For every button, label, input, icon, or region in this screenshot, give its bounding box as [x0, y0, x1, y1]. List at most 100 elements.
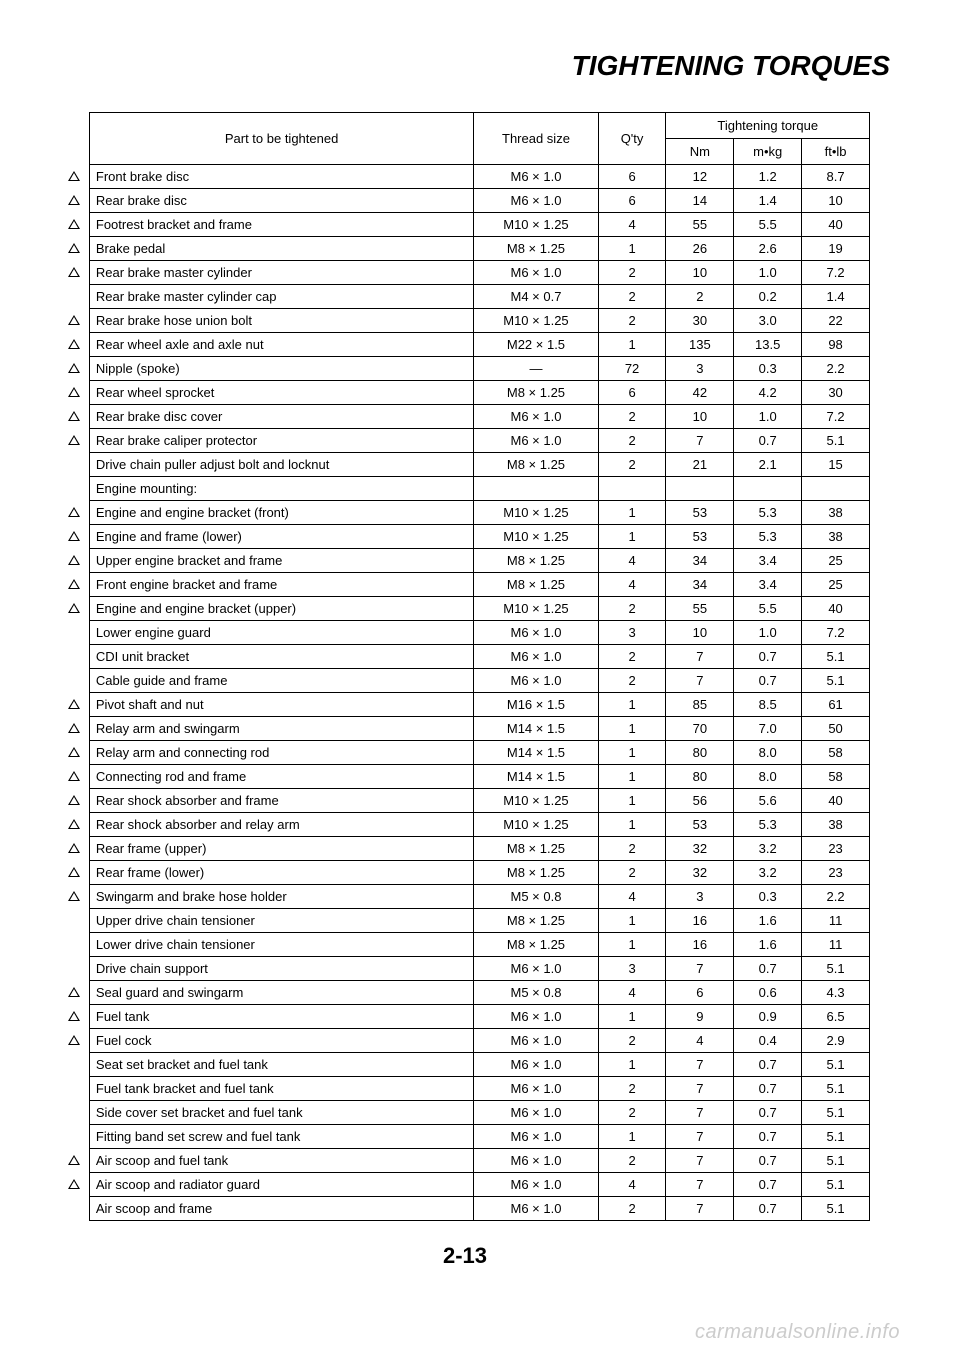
ftlb-cell: 5.1	[802, 1173, 870, 1197]
thread-cell: M8 × 1.25	[474, 573, 598, 597]
qty-cell: 1	[598, 717, 666, 741]
table-row: Drive chain supportM6 × 1.0370.75.1	[60, 957, 870, 981]
ftlb-cell: 7.2	[802, 405, 870, 429]
ftlb-cell: 15	[802, 453, 870, 477]
thread-cell: M6 × 1.0	[474, 1173, 598, 1197]
mark-cell	[60, 477, 89, 501]
ftlb-cell: 40	[802, 789, 870, 813]
table-row: Fuel tank bracket and fuel tankM6 × 1.02…	[60, 1077, 870, 1101]
mark-cell	[60, 1149, 89, 1173]
col-part: Part to be tightened	[89, 113, 473, 165]
mark-cell	[60, 525, 89, 549]
triangle-icon	[68, 387, 80, 397]
table-row: Fitting band set screw and fuel tankM6 ×…	[60, 1125, 870, 1149]
table-row: Air scoop and fuel tankM6 × 1.0270.75.1	[60, 1149, 870, 1173]
triangle-icon	[68, 987, 80, 997]
mkg-cell: 0.7	[734, 1101, 802, 1125]
ftlb-cell: 5.1	[802, 1053, 870, 1077]
ftlb-cell: 5.1	[802, 1101, 870, 1125]
mark-cell	[60, 765, 89, 789]
thread-cell: M14 × 1.5	[474, 717, 598, 741]
qty-cell: 2	[598, 261, 666, 285]
qty-cell: 1	[598, 693, 666, 717]
table-row: Rear brake master cylinder capM4 × 0.722…	[60, 285, 870, 309]
table-row: Rear brake caliper protectorM6 × 1.0270.…	[60, 429, 870, 453]
mark-cell	[60, 213, 89, 237]
triangle-icon	[68, 603, 80, 613]
ftlb-cell: 19	[802, 237, 870, 261]
thread-cell: M5 × 0.8	[474, 981, 598, 1005]
mark-cell	[60, 453, 89, 477]
ftlb-cell: 7.2	[802, 261, 870, 285]
qty-cell: 2	[598, 309, 666, 333]
part-cell: Cable guide and frame	[89, 669, 473, 693]
ftlb-cell: 40	[802, 213, 870, 237]
ftlb-cell: 11	[802, 933, 870, 957]
nm-cell: 7	[666, 1053, 734, 1077]
part-cell: Fitting band set screw and fuel tank	[89, 1125, 473, 1149]
part-cell: Fuel tank	[89, 1005, 473, 1029]
thread-cell: M6 × 1.0	[474, 621, 598, 645]
mkg-cell	[734, 477, 802, 501]
ftlb-cell: 23	[802, 837, 870, 861]
mark-cell	[60, 1029, 89, 1053]
page-number: 2-13	[60, 1243, 870, 1269]
thread-cell: M8 × 1.25	[474, 381, 598, 405]
qty-cell: 1	[598, 501, 666, 525]
table-row: Rear brake disc coverM6 × 1.02101.07.2	[60, 405, 870, 429]
thread-cell	[474, 477, 598, 501]
mark-cell	[60, 333, 89, 357]
triangle-icon	[68, 891, 80, 901]
triangle-icon	[68, 843, 80, 853]
table-row: Rear shock absorber and frameM10 × 1.251…	[60, 789, 870, 813]
table-row: Fuel tankM6 × 1.0190.96.5	[60, 1005, 870, 1029]
qty-cell: 1	[598, 1005, 666, 1029]
mkg-cell: 0.7	[734, 645, 802, 669]
nm-cell: 7	[666, 429, 734, 453]
table-row: Brake pedalM8 × 1.251262.619	[60, 237, 870, 261]
mkg-cell: 1.6	[734, 933, 802, 957]
mkg-cell: 0.3	[734, 885, 802, 909]
mkg-cell: 3.0	[734, 309, 802, 333]
mark-cell	[60, 789, 89, 813]
mark-cell	[60, 717, 89, 741]
part-cell: Air scoop and radiator guard	[89, 1173, 473, 1197]
col-mkg: m•kg	[734, 139, 802, 165]
part-cell: Rear brake master cylinder	[89, 261, 473, 285]
thread-cell: M14 × 1.5	[474, 765, 598, 789]
part-cell: Air scoop and frame	[89, 1197, 473, 1221]
mark-cell	[60, 1125, 89, 1149]
mkg-cell: 5.3	[734, 501, 802, 525]
qty-cell: 4	[598, 885, 666, 909]
nm-cell: 9	[666, 1005, 734, 1029]
thread-cell: M8 × 1.25	[474, 909, 598, 933]
nm-cell: 56	[666, 789, 734, 813]
mkg-cell: 1.0	[734, 405, 802, 429]
mark-cell	[60, 837, 89, 861]
part-cell: Rear frame (lower)	[89, 861, 473, 885]
nm-cell: 2	[666, 285, 734, 309]
nm-cell: 42	[666, 381, 734, 405]
mark-cell	[60, 165, 89, 189]
triangle-icon	[68, 1155, 80, 1165]
nm-cell: 70	[666, 717, 734, 741]
part-cell: Lower engine guard	[89, 621, 473, 645]
mkg-cell: 8.0	[734, 741, 802, 765]
thread-cell: M8 × 1.25	[474, 861, 598, 885]
ftlb-cell: 5.1	[802, 957, 870, 981]
triangle-icon	[68, 339, 80, 349]
qty-cell: 2	[598, 837, 666, 861]
qty-cell: 2	[598, 1197, 666, 1221]
mkg-cell: 0.7	[734, 1173, 802, 1197]
thread-cell: M10 × 1.25	[474, 213, 598, 237]
triangle-icon	[68, 195, 80, 205]
thread-cell: M6 × 1.0	[474, 261, 598, 285]
part-cell: Rear wheel axle and axle nut	[89, 333, 473, 357]
mkg-cell: 3.4	[734, 549, 802, 573]
mkg-cell: 3.2	[734, 861, 802, 885]
qty-cell: 3	[598, 957, 666, 981]
mkg-cell: 0.2	[734, 285, 802, 309]
mark-cell	[60, 1173, 89, 1197]
mkg-cell: 5.3	[734, 813, 802, 837]
nm-cell: 3	[666, 357, 734, 381]
